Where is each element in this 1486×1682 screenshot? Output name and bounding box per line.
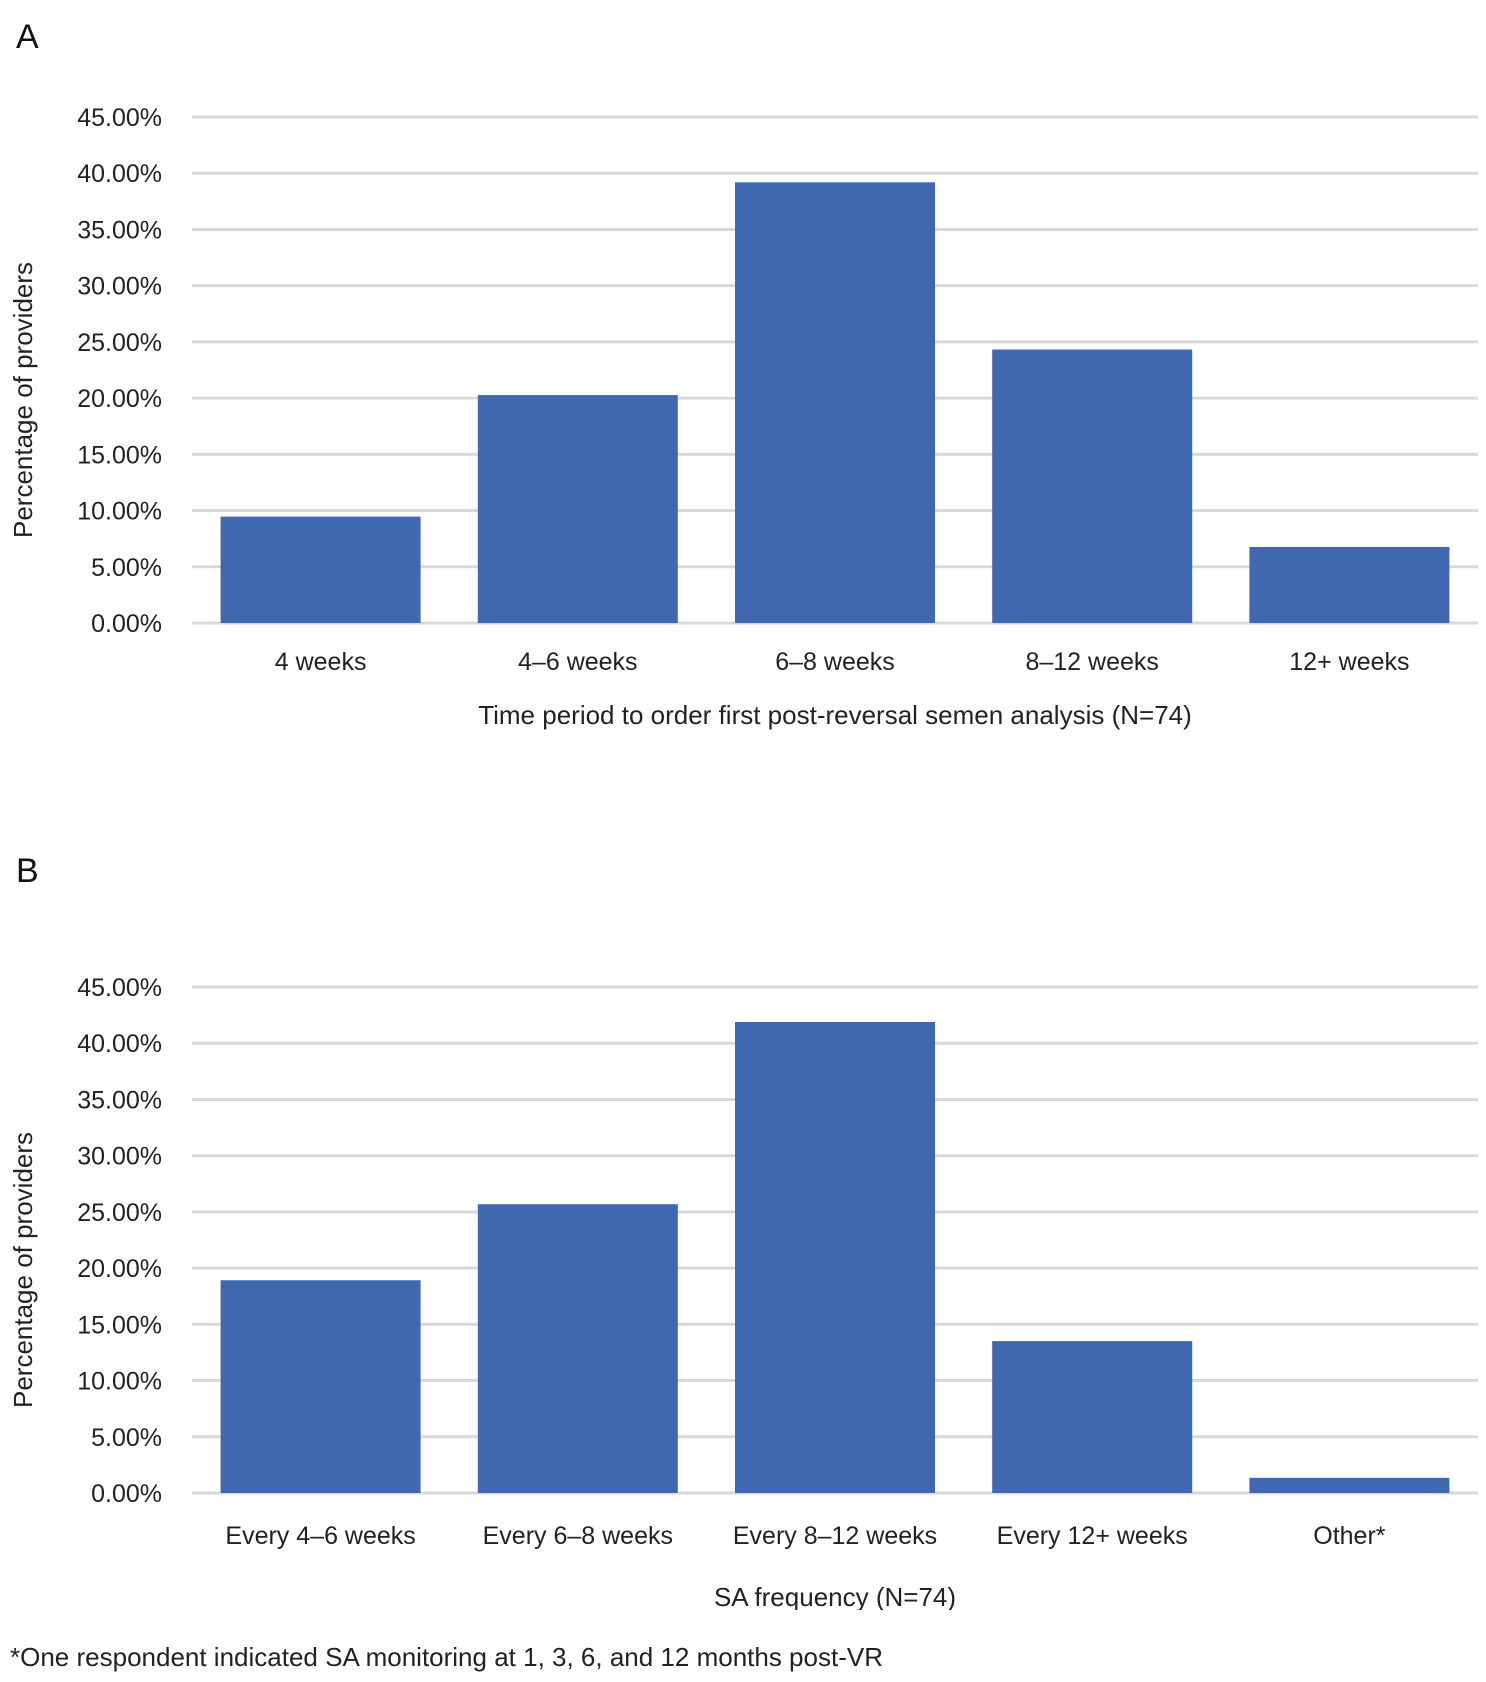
y-tick-label: 0.00% <box>91 1480 162 1508</box>
bar <box>477 1204 678 1493</box>
x-category-label: Every 12+ weeks <box>997 1522 1188 1550</box>
y-tick-label: 35.00% <box>77 1086 162 1114</box>
y-tick-label: 15.00% <box>77 441 162 469</box>
x-category-label: 8–12 weeks <box>1025 648 1158 676</box>
bar <box>477 395 678 623</box>
y-tick-label: 35.00% <box>77 216 162 244</box>
chart-a: 0.00% 5.00% 10.00% 15.00% 20.00% 25.00% 30.00%… <box>8 104 1478 730</box>
x-category-label: Other* <box>1313 1522 1386 1550</box>
y-tick-label: 20.00% <box>77 385 162 413</box>
y-tick-label: 5.00% <box>91 1424 162 1452</box>
y-tick-label: 20.00% <box>77 1255 162 1283</box>
y-tick-label: 0.00% <box>91 610 162 638</box>
bar <box>220 1280 421 1493</box>
x-category-label: 4 weeks <box>275 648 367 676</box>
bar <box>735 182 935 623</box>
x-category-label: Every 4–6 weeks <box>225 1522 415 1550</box>
bar <box>992 1341 1193 1493</box>
bar <box>735 1021 935 1493</box>
footnote: *One respondent indicated SA monitoring … <box>10 1642 883 1672</box>
x-axis-label: Time period to order first post-reversal… <box>478 700 1192 730</box>
x-category-label: 6–8 weeks <box>775 648 895 676</box>
chart-b: 0.00% 5.00% 10.00% 15.00% 20.00% 25.00% 30.00%… <box>8 974 1478 1610</box>
x-category-label: Every 6–8 weeks <box>483 1522 673 1550</box>
y-tick-label: 45.00% <box>77 974 162 1002</box>
bar <box>1249 546 1450 623</box>
panel-a-label: A <box>16 18 39 56</box>
y-tick-label: 25.00% <box>77 1199 162 1227</box>
x-axis-label: SA frequency (N=74) <box>714 1582 956 1610</box>
x-category-label: Every 8–12 weeks <box>733 1522 937 1550</box>
panel-b-label: B <box>16 852 39 890</box>
y-tick-label: 25.00% <box>77 329 162 357</box>
bar <box>1249 1477 1450 1493</box>
y-tick-label: 40.00% <box>77 1030 162 1058</box>
bar <box>220 516 421 623</box>
y-axis-label: Percentage of providers <box>8 1132 38 1408</box>
y-tick-label: 5.00% <box>91 554 162 582</box>
y-tick-label: 45.00% <box>77 104 162 132</box>
y-tick-label: 40.00% <box>77 160 162 188</box>
y-axis-label: Percentage of providers <box>8 262 38 538</box>
bar <box>992 349 1193 623</box>
y-tick-label: 10.00% <box>77 498 162 526</box>
y-tick-label: 15.00% <box>77 1311 162 1339</box>
y-tick-label: 10.00% <box>77 1368 162 1396</box>
x-category-label: 4–6 weeks <box>518 648 638 676</box>
y-tick-label: 30.00% <box>77 1143 162 1171</box>
x-category-label: 12+ weeks <box>1289 648 1409 676</box>
y-tick-label: 30.00% <box>77 273 162 301</box>
